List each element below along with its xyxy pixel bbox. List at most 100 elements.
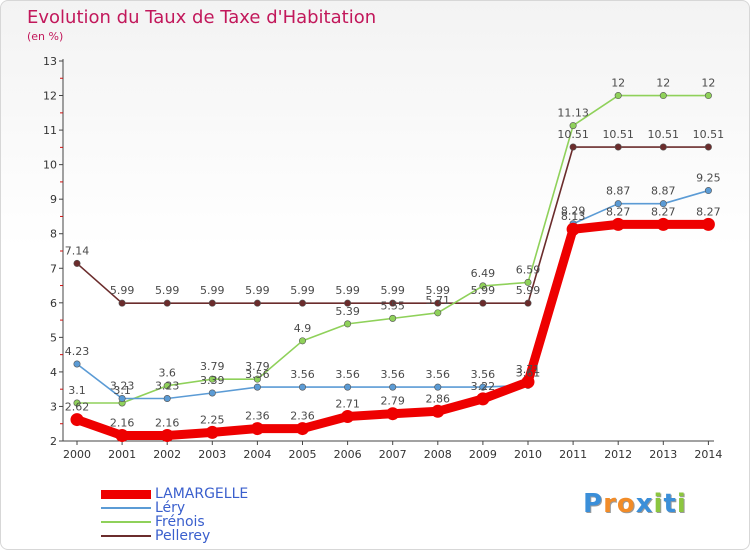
data-label: 3.56 (335, 368, 360, 381)
series-point-1 (344, 383, 352, 391)
series-point-0 (296, 422, 309, 436)
series-point-1 (253, 383, 261, 391)
logo-letter: r (603, 489, 617, 519)
series-point-3 (569, 143, 577, 151)
series-point-0 (431, 404, 445, 418)
data-label: 8.27 (651, 205, 676, 218)
y-tick-label: 10 (43, 159, 57, 172)
data-label: 3.23 (110, 380, 135, 393)
data-label: 2.86 (426, 392, 451, 405)
data-label: 2.36 (245, 410, 270, 423)
series-point-0 (656, 217, 670, 231)
data-label: 5.99 (245, 284, 270, 297)
series-point-3 (704, 143, 712, 151)
series-point-2 (614, 92, 622, 100)
data-label: 7.14 (65, 244, 90, 257)
series-point-3 (163, 299, 171, 307)
series-point-3 (344, 299, 352, 307)
data-label: 8.87 (606, 185, 631, 198)
x-tick-label: 2007 (379, 448, 407, 461)
series-point-0 (521, 375, 535, 389)
logo-letter: t (663, 489, 677, 519)
legend-swatch (101, 489, 151, 499)
x-tick-label: 2006 (334, 448, 362, 461)
x-tick-label: 2003 (198, 448, 226, 461)
data-label: 5.99 (200, 284, 225, 297)
data-label: 3.56 (426, 368, 451, 381)
data-label: 5.99 (516, 284, 541, 297)
logo-letter: o (616, 489, 636, 519)
data-label: 5.99 (471, 284, 496, 297)
series-point-1 (208, 389, 216, 397)
series-point-3 (118, 299, 126, 307)
data-label: 5.39 (335, 305, 360, 318)
series-point-3 (524, 299, 532, 307)
x-tick-label: 2000 (63, 448, 91, 461)
series-point-1 (118, 395, 126, 403)
data-label: 5.99 (290, 284, 315, 297)
series-point-3 (73, 259, 81, 267)
series-point-2 (389, 314, 397, 322)
data-label: 3.22 (471, 380, 496, 393)
series-point-2 (163, 382, 171, 390)
series-point-0 (160, 428, 174, 442)
series-point-2 (479, 282, 487, 290)
x-tick-label: 2008 (424, 448, 452, 461)
series-point-0 (250, 422, 264, 436)
data-label: 3.61 (516, 366, 541, 379)
x-tick-label: 2009 (469, 448, 497, 461)
x-tick-label: 2004 (243, 448, 271, 461)
data-label: 12 (701, 77, 715, 90)
y-tick-label: 13 (43, 55, 57, 68)
x-tick-label: 2011 (559, 448, 587, 461)
series-point-3 (614, 143, 622, 151)
data-label: 9.25 (696, 172, 721, 185)
data-label: 10.51 (602, 128, 634, 141)
legend-item: LAMARGELLE (101, 487, 248, 501)
legend-label: LAMARGELLE (155, 486, 249, 502)
series-point-1 (434, 383, 442, 391)
series-point-0 (115, 428, 129, 442)
series-point-0 (701, 217, 715, 231)
series-point-2 (208, 375, 216, 383)
series-point-0 (341, 409, 355, 423)
series-point-0 (476, 392, 490, 406)
series-point-2 (524, 278, 532, 286)
legend-label: Léry (155, 500, 186, 516)
y-tick-label: 6 (50, 297, 57, 310)
series-point-0 (611, 217, 625, 231)
y-tick-label: 4 (50, 366, 57, 379)
data-label: 3.71 (516, 363, 541, 376)
data-label: 4.23 (65, 345, 90, 358)
legend: LAMARGELLE Léry Frénois Pellerey (101, 487, 248, 543)
x-tick-label: 2012 (604, 448, 632, 461)
series-point-3 (434, 299, 442, 307)
series-point-1 (389, 383, 397, 391)
series-point-3 (659, 143, 667, 151)
y-tick-label: 8 (50, 228, 57, 241)
data-label: 5.99 (380, 284, 405, 297)
x-tick-label: 2014 (694, 448, 722, 461)
data-label: 2.16 (110, 416, 135, 429)
data-label: 3.1 (68, 384, 86, 397)
logo-letter: i (676, 489, 687, 519)
series-point-2 (569, 122, 577, 130)
series-point-3 (389, 299, 397, 307)
series-point-2 (344, 320, 352, 328)
y-tick-label: 12 (43, 90, 57, 103)
data-label: 5.99 (155, 284, 180, 297)
series-point-1 (298, 383, 306, 391)
series-point-1 (163, 395, 171, 403)
proxiti-logo: Proxiti (583, 489, 687, 519)
series-point-0 (70, 413, 84, 427)
x-tick-label: 2005 (289, 448, 317, 461)
data-label: 3.56 (471, 368, 496, 381)
page-title: Evolution du Taux de Taxe d'Habitation (27, 7, 377, 28)
data-label: 3.56 (380, 368, 405, 381)
y-tick-label: 3 (50, 400, 57, 413)
data-label: 8.87 (651, 185, 676, 198)
series-point-1 (659, 200, 667, 208)
legend-item: Frénois (101, 515, 248, 529)
data-label: 2.71 (335, 397, 360, 410)
